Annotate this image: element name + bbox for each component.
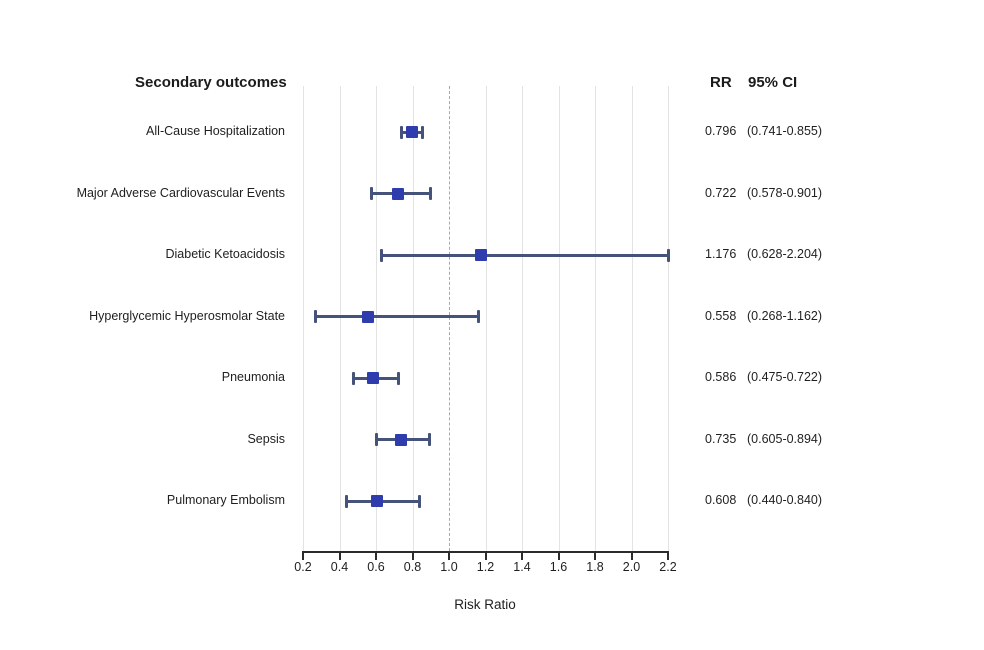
gridline <box>595 86 596 551</box>
gridline <box>412 86 414 551</box>
rr-marker <box>405 126 418 138</box>
ci-value: (0.605-0.894) <box>747 431 823 446</box>
gridline <box>631 86 633 551</box>
x-tick-label: 0.8 <box>403 560 422 574</box>
x-axis-line <box>302 551 669 553</box>
gridline <box>485 86 487 551</box>
forest-row-label: Diabetic Ketoacidosis <box>165 247 285 261</box>
x-tick <box>594 553 596 560</box>
reference-line <box>449 86 450 551</box>
forest-row-label: All-Cause Hospitalization <box>146 124 285 138</box>
gridline <box>558 86 560 551</box>
x-tick <box>338 553 341 560</box>
rr-marker <box>371 495 384 507</box>
rr-marker <box>475 249 488 261</box>
rr-value: 0.608 <box>705 493 737 507</box>
ci-value: (0.628-2.204) <box>747 247 823 261</box>
ci-cap-left <box>313 310 317 323</box>
ci-cap-left <box>379 248 383 262</box>
rr-value: 0.722 <box>705 185 737 200</box>
ci-cap-left <box>351 371 355 385</box>
x-tick-label: 2.0 <box>622 560 641 574</box>
x-tick <box>484 553 487 560</box>
ci-whisker <box>381 253 669 257</box>
x-tick-label: 2.2 <box>659 560 677 574</box>
forest-row-label: Major Adverse Cardiovascular Events <box>76 185 285 200</box>
x-tick-label: 1.2 <box>476 560 495 574</box>
ci-value: (0.268-1.162) <box>747 308 823 323</box>
ci-value: (0.741-0.855) <box>747 124 823 138</box>
ci-cap-right <box>429 187 433 200</box>
x-tick-label: 1.6 <box>549 560 568 574</box>
x-tick <box>630 553 633 560</box>
rr-value: 0.558 <box>705 308 737 323</box>
ci-value: (0.440-0.840) <box>747 493 823 507</box>
forest-row-label: Sepsis <box>247 431 285 446</box>
column-header-ci: 95% CI <box>748 74 798 91</box>
forest-row-label: Pulmonary Embolism <box>166 493 285 507</box>
x-tick-label: 1.4 <box>513 560 531 574</box>
gridline <box>522 86 523 551</box>
ci-value: (0.578-0.901) <box>747 185 823 200</box>
column-header-outcomes: Secondary outcomes <box>135 74 287 91</box>
x-tick-label: 1.0 <box>440 560 458 574</box>
gridline <box>303 86 304 551</box>
rr-value: 0.796 <box>705 124 737 138</box>
x-tick <box>667 553 669 560</box>
x-tick-label: 0.6 <box>367 560 385 574</box>
rr-marker <box>362 310 375 323</box>
rr-marker <box>367 372 380 384</box>
x-tick <box>521 553 523 560</box>
ci-cap-right <box>667 248 671 262</box>
x-tick <box>411 553 414 560</box>
forest-row-label: Pneumonia <box>221 370 285 384</box>
rr-value: 1.176 <box>705 247 737 261</box>
ci-cap-left <box>345 494 349 508</box>
x-tick-label: 0.2 <box>294 560 312 574</box>
ci-value: (0.475-0.722) <box>747 370 823 384</box>
x-tick <box>302 553 304 560</box>
x-tick <box>557 553 560 560</box>
ci-cap-right <box>418 494 422 508</box>
ci-cap-left <box>375 433 379 446</box>
x-tick <box>375 553 377 560</box>
ci-whisker <box>346 499 420 503</box>
ci-cap-left <box>400 125 404 139</box>
x-tick-label: 1.8 <box>586 560 604 574</box>
gridline <box>668 86 669 551</box>
rr-marker <box>394 433 407 446</box>
rr-marker <box>392 187 405 200</box>
ci-whisker <box>315 315 479 318</box>
gridline <box>339 86 341 551</box>
rr-value: 0.735 <box>705 431 737 446</box>
forest-row-label: Hyperglycemic Hyperosmolar State <box>89 308 285 323</box>
x-tick <box>448 553 450 560</box>
column-header-rr: RR <box>710 74 732 91</box>
ci-cap-right <box>477 310 481 323</box>
ci-cap-left <box>370 187 374 200</box>
rr-value: 0.586 <box>705 370 737 384</box>
x-axis-title: Risk Ratio <box>454 597 516 612</box>
gridline <box>376 86 377 551</box>
ci-cap-right <box>396 371 400 385</box>
x-tick-label: 0.4 <box>330 560 349 574</box>
ci-cap-right <box>421 125 425 139</box>
ci-cap-right <box>428 433 432 446</box>
